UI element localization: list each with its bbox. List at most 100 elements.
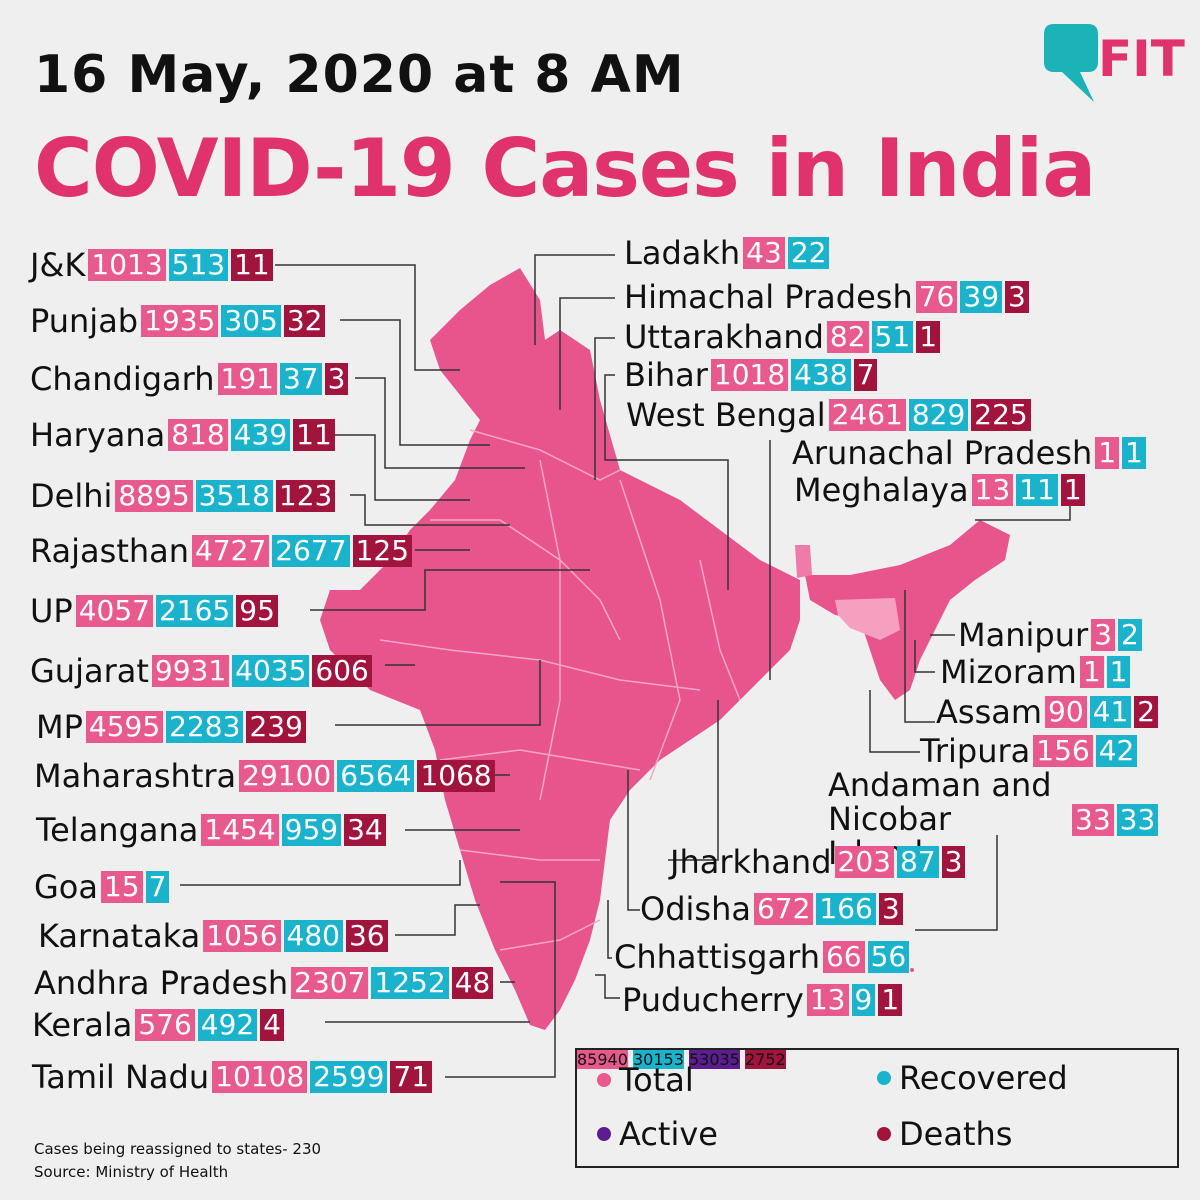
legend-total: Total: [597, 1060, 694, 1100]
recovered-badge: 1: [1122, 437, 1146, 469]
recovered-badge: 4035: [232, 655, 310, 687]
deaths-badge: 606: [312, 655, 372, 687]
state-name: Manipur: [958, 616, 1089, 654]
state-name: Telangana: [36, 811, 199, 849]
state-row-telangana: Telangana 1454 959 34: [36, 811, 389, 849]
legend-label: Total: [619, 1061, 694, 1099]
total-badge: 1018: [710, 359, 789, 391]
state-row-meghalaya: Meghalaya 13 11 1: [794, 471, 1088, 509]
sikkim-shape: [795, 545, 812, 578]
state-name: Assam: [936, 693, 1043, 731]
recovered-badge: 2: [1117, 619, 1142, 651]
state-row-karnataka: Karnataka 1056 480 36: [38, 917, 391, 955]
deaths-badge: 7: [853, 359, 878, 391]
total-badge: 4595: [85, 711, 164, 743]
state-row-maharashtra: Maharashtra 29100 6564 1068: [34, 757, 498, 795]
recovered-badge: 439: [230, 419, 291, 451]
state-name: Uttarakhand: [624, 318, 824, 356]
state-row-delhi: Delhi 8895 3518 123: [30, 477, 338, 515]
state-row-chhattisgarh: Chhattisgarh 66 56: [614, 938, 912, 976]
state-name: Puducherry: [622, 981, 804, 1019]
logo-text: FIT: [1098, 30, 1185, 88]
total-badge: 1935: [141, 305, 219, 337]
deaths-badge: 3: [324, 363, 349, 395]
legend-recovered-value: 30153: [633, 1050, 684, 1069]
state-name: West Bengal: [626, 396, 826, 434]
page-title: COVID-19 Cases in India: [34, 122, 1096, 215]
total-badge: 4727: [192, 535, 270, 567]
deaths-badge: 2: [1134, 696, 1159, 728]
recovered-badge: 438: [791, 359, 851, 391]
state-row-up: UP 4057 2165 95: [30, 592, 281, 630]
state-name: Jharkhand: [670, 843, 832, 881]
state-name: Arunachal Pradesh: [792, 434, 1093, 472]
state-row-west-bengal: West Bengal 2461 829 225: [626, 396, 1034, 434]
legend-box: Total 85940 Recovered 30153 Active 53035…: [575, 1048, 1179, 1168]
deaths-badge: 1: [1060, 474, 1085, 506]
state-name: Meghalaya: [794, 471, 969, 509]
total-badge: 203: [834, 846, 894, 878]
state-row-himachal-pradesh: Himachal Pradesh 76 39 3: [624, 278, 1032, 316]
deaths-badge: 1: [916, 321, 941, 353]
recovered-badge: 1: [1106, 656, 1131, 688]
state-name: Goa: [34, 868, 98, 906]
total-badge: 1: [1095, 437, 1120, 469]
deaths-badge: 239: [246, 711, 306, 743]
state-row-bihar: Bihar 1018 438 7: [624, 356, 880, 394]
deaths-badge: 225: [971, 399, 1031, 431]
state-name: J&K: [30, 246, 86, 284]
deaths-badge: 1: [878, 984, 903, 1016]
legend-deaths-value: 2752: [745, 1050, 786, 1069]
recovered-badge: 166: [816, 893, 876, 925]
recovered-badge: 11: [1016, 474, 1058, 506]
state-name: Haryana: [30, 416, 166, 454]
total-badge: 1: [1079, 656, 1104, 688]
state-name: Tamil Nadu: [32, 1058, 210, 1096]
total-badge: 43: [743, 237, 785, 269]
state-name: Chandigarh: [30, 360, 215, 398]
deaths-badge: 123: [275, 480, 336, 512]
state-name: Ladakh: [624, 234, 741, 272]
state-row-ladakh: Ladakh 43 22: [624, 234, 832, 272]
total-badge: 76: [915, 281, 958, 313]
recovered-badge: 87: [896, 846, 939, 878]
recovered-badge: 56: [867, 941, 910, 973]
deaths-badge: 3: [878, 893, 903, 925]
state-row-assam: Assam 90 41 2: [936, 693, 1161, 731]
recovered-badge: 480: [283, 920, 343, 952]
deaths-badge: 36: [345, 920, 388, 952]
state-name: Mizoram: [940, 653, 1077, 691]
state-name: Gujarat: [30, 652, 149, 690]
state-name: Himachal Pradesh: [624, 278, 913, 316]
state-name: Andhra Pradesh: [34, 964, 289, 1002]
total-badge: 1454: [201, 814, 279, 846]
recovered-badge: 2677: [272, 535, 350, 567]
deaths-badge: 32: [283, 305, 326, 337]
state-name: Maharashtra: [34, 757, 237, 795]
northeast-shape: [805, 520, 1010, 700]
total-badge: 156: [1033, 735, 1093, 767]
recovered-badge: 7: [145, 871, 170, 903]
state-row-andhra-pradesh: Andhra Pradesh 2307 1252 48: [34, 964, 496, 1002]
total-badge: 29100: [239, 760, 335, 792]
state-row-jk: J&K 1013 513 11: [30, 246, 276, 284]
deaths-badge: 3: [941, 846, 966, 878]
state-row-tripura: Tripura 156 42: [920, 732, 1140, 770]
fit-logo: [1044, 24, 1098, 102]
state-row-jharkhand: Jharkhand 203 87 3: [670, 843, 968, 881]
recovered-badge: 3518: [195, 480, 273, 512]
deaths-badge: 71: [390, 1061, 433, 1093]
deaths-badge: 48: [451, 967, 494, 999]
deaths-badge: 125: [352, 535, 413, 567]
deaths-dot-icon: [877, 1127, 891, 1141]
state-name: UP: [30, 592, 73, 630]
deaths-badge: 11: [293, 419, 335, 451]
deaths-badge: 34: [344, 814, 386, 846]
state-name: Tripura: [920, 732, 1031, 770]
state-row-punjab: Punjab 1935 305 32: [30, 302, 328, 340]
legend-active-value: 53035: [689, 1050, 740, 1069]
total-badge: 4057: [75, 595, 153, 627]
total-badge: 9931: [151, 655, 230, 687]
recovered-badge: 492: [197, 1009, 258, 1041]
legend-active: Active: [597, 1114, 718, 1154]
